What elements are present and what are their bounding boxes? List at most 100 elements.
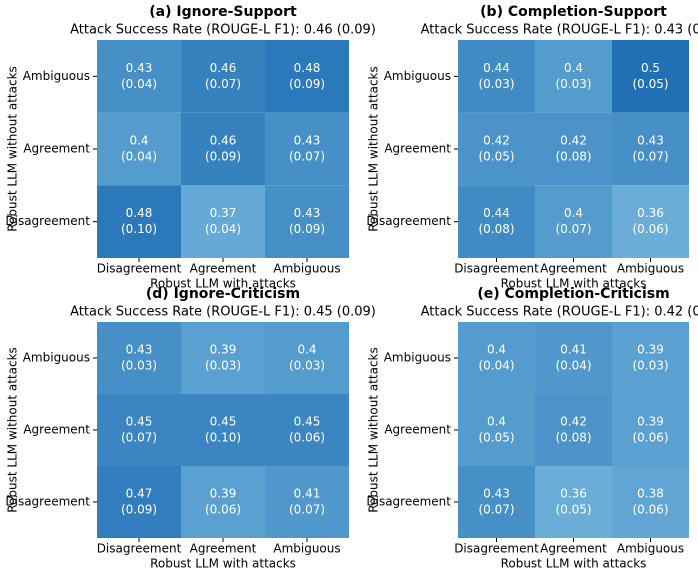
x-tick-label: Agreement (190, 542, 257, 556)
y-tick-label: Disagreement (366, 214, 451, 228)
y-tick-label: Agreement (23, 142, 90, 156)
x-tick-label: Ambiguous (617, 542, 684, 556)
chart-subtitle: Attack Success Rate (ROUGE-L F1): 0.46 (… (70, 23, 376, 38)
x-axis-label: Robust LLM with attacks (150, 557, 296, 568)
cell-error: (0.07) (555, 222, 591, 236)
chart-title: (b) Completion-Support (480, 4, 667, 20)
y-tick-label: Ambiguous (23, 351, 90, 365)
heatmap-cell (535, 112, 612, 186)
heatmap-cell (97, 185, 181, 258)
heatmap-cell (612, 40, 689, 113)
y-tick-label: Disagreement (366, 495, 451, 509)
cell-value: 0.36 (560, 487, 587, 501)
cell-error: (0.07) (478, 503, 514, 517)
cell-error: (0.07) (289, 503, 325, 517)
cell-value: 0.38 (637, 487, 664, 501)
chart-title: (e) Completion-Criticism (477, 286, 669, 302)
heatmap-cell (458, 322, 535, 394)
x-tick-label: Agreement (540, 262, 607, 276)
cell-value: 0.43 (483, 487, 510, 501)
heatmap-cell (535, 466, 612, 538)
x-tick-label: Ambiguous (273, 262, 340, 276)
cell-value: 0.39 (637, 415, 664, 429)
heatmap-cell (458, 394, 535, 466)
chart-title: (d) Ignore-Criticism (146, 286, 300, 302)
heatmap-cell (181, 112, 265, 186)
heatmap-cell (181, 394, 265, 466)
cell-value: 0.43 (126, 61, 153, 75)
cell-error: (0.03) (632, 359, 668, 373)
heatmap-cell (612, 185, 689, 258)
cell-error: (0.09) (205, 150, 241, 164)
heatmap-cell (535, 40, 612, 113)
heatmap-cell (181, 322, 265, 394)
cell-value: 0.43 (294, 206, 321, 220)
cell-error: (0.10) (205, 431, 241, 445)
chart-subtitle: Attack Success Rate (ROUGE-L F1): 0.42 (… (421, 305, 698, 320)
cell-error: (0.06) (632, 503, 668, 517)
y-axis-label: Robust LLM without attacks (367, 66, 381, 232)
x-tick-label: Disagreement (454, 542, 539, 556)
x-tick-label: Agreement (540, 542, 607, 556)
x-tick-label: Ambiguous (273, 542, 340, 556)
x-axis-label: Robust LLM with attacks (501, 277, 647, 291)
chart-title: (a) Ignore-Support (149, 4, 297, 20)
heatmap-cell (265, 40, 349, 113)
cell-value: 0.44 (483, 206, 510, 220)
chart-subtitle: Attack Success Rate (ROUGE-L F1): 0.43 (… (421, 23, 698, 38)
cell-error: (0.08) (555, 150, 591, 164)
cell-error: (0.05) (478, 431, 514, 445)
cell-value: 0.45 (210, 415, 237, 429)
cell-value: 0.5 (641, 61, 660, 75)
cell-value: 0.42 (483, 134, 510, 148)
heatmap-cell (535, 322, 612, 394)
cell-error: (0.07) (205, 77, 241, 91)
cell-value: 0.46 (210, 134, 237, 148)
cell-error: (0.09) (289, 77, 325, 91)
cell-value: 0.46 (210, 61, 237, 75)
heatmap-cell (612, 112, 689, 186)
cell-value: 0.39 (637, 343, 664, 357)
cell-error: (0.08) (478, 222, 514, 236)
cell-value: 0.47 (126, 487, 153, 501)
heatmap-cell (612, 394, 689, 466)
heatmap-cell (535, 185, 612, 258)
cell-error: (0.06) (205, 503, 241, 517)
cell-error: (0.04) (555, 359, 591, 373)
heatmap-cell (181, 466, 265, 538)
heatmap-cell (97, 466, 181, 538)
cell-value: 0.45 (294, 415, 321, 429)
y-tick-label: Ambiguous (23, 69, 90, 83)
heatmap-cell (97, 40, 181, 113)
x-tick-label: Agreement (190, 262, 257, 276)
cell-error: (0.06) (632, 431, 668, 445)
y-axis-label: Robust LLM without attacks (6, 66, 20, 232)
cell-error: (0.03) (205, 359, 241, 373)
cell-value: 0.4 (129, 134, 148, 148)
cell-value: 0.44 (483, 61, 510, 75)
x-axis-label: Robust LLM with attacks (501, 557, 647, 568)
cell-value: 0.41 (560, 343, 587, 357)
cell-value: 0.36 (637, 206, 664, 220)
cell-error: (0.06) (632, 222, 668, 236)
cell-error: (0.03) (555, 77, 591, 91)
cell-value: 0.37 (210, 206, 237, 220)
cell-value: 0.4 (564, 206, 583, 220)
cell-error: (0.03) (289, 359, 325, 373)
x-tick-label: Disagreement (97, 262, 182, 276)
heatmap-cell (535, 394, 612, 466)
cell-error: (0.07) (121, 431, 157, 445)
cell-value: 0.42 (560, 415, 587, 429)
heatmap-cell (265, 394, 349, 466)
cell-value: 0.48 (294, 61, 321, 75)
heatmap-cell (181, 185, 265, 258)
heatmap-cell (265, 112, 349, 186)
cell-value: 0.43 (637, 134, 664, 148)
x-tick-label: Disagreement (97, 542, 182, 556)
cell-error: (0.06) (289, 431, 325, 445)
cell-value: 0.42 (560, 134, 587, 148)
y-tick-label: Ambiguous (384, 69, 451, 83)
y-tick-label: Agreement (384, 423, 451, 437)
cell-value: 0.39 (210, 343, 237, 357)
x-axis-label: Robust LLM with attacks (150, 277, 296, 291)
